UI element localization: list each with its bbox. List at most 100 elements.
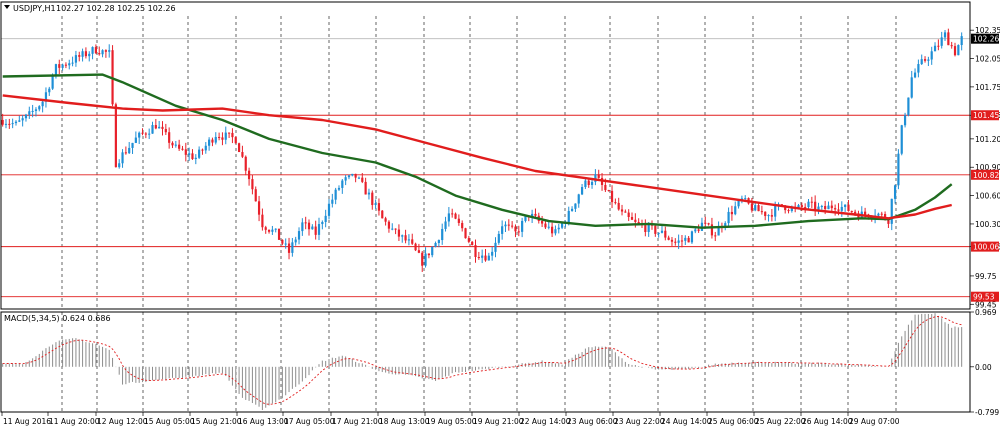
candle-body <box>930 51 933 60</box>
candle-body <box>960 36 963 46</box>
candle-body <box>903 115 907 126</box>
candle-body <box>14 121 18 124</box>
candle-body <box>84 51 88 57</box>
candle-body <box>670 239 674 242</box>
candle-body <box>434 243 437 248</box>
dropdown-triangle-icon[interactable] <box>4 5 10 9</box>
candle-body <box>957 45 960 56</box>
candle-body <box>511 225 514 227</box>
candle-body <box>770 215 773 217</box>
candle-body <box>411 239 414 244</box>
macd-panel-frame <box>0 311 971 413</box>
candle-body <box>74 55 78 63</box>
candle-body <box>607 190 610 192</box>
candle-body <box>98 53 101 55</box>
candle-body <box>474 245 477 258</box>
candle-body <box>48 88 51 93</box>
candle-body <box>68 63 71 66</box>
candle-body <box>1 119 4 125</box>
candle-body <box>620 209 624 212</box>
candle-body <box>208 139 211 146</box>
candle-body <box>877 213 880 216</box>
candle-body <box>714 235 717 237</box>
candle-body <box>917 64 920 73</box>
candle-body <box>514 226 517 232</box>
macd-signal-line <box>2 316 962 405</box>
candle-body <box>218 136 221 138</box>
candle-body <box>451 213 454 215</box>
candle-body <box>414 243 417 251</box>
candle-body <box>204 145 207 151</box>
candle-body <box>750 203 753 211</box>
candle-body <box>51 76 54 89</box>
candle-body <box>850 211 853 213</box>
candle-body <box>284 243 287 245</box>
candle-body <box>317 224 321 235</box>
price-tag-box <box>971 169 999 180</box>
candle-body <box>224 132 227 140</box>
candle-body <box>461 222 464 229</box>
candle-body <box>371 192 374 206</box>
candle-body <box>377 203 381 211</box>
candle-body <box>580 187 584 195</box>
candle-body <box>8 123 11 125</box>
candle-body <box>151 125 154 134</box>
candle-body <box>727 211 730 224</box>
candle-body <box>108 50 111 52</box>
candle-body <box>677 240 680 243</box>
candle-body <box>550 226 554 234</box>
candle-body <box>800 205 803 207</box>
candle-body <box>634 219 637 222</box>
price-tag-box <box>971 291 999 302</box>
candle-body <box>61 64 64 68</box>
candle-body <box>121 152 124 164</box>
candle-body <box>344 177 347 181</box>
candle-body <box>940 37 943 46</box>
candle-body <box>211 139 214 143</box>
candle-body <box>491 251 494 256</box>
candle-body <box>178 144 181 149</box>
candle-body <box>174 144 177 146</box>
candle-body <box>624 211 627 213</box>
candle-body <box>587 180 590 185</box>
candle-body <box>933 45 937 52</box>
candle-body <box>647 224 650 232</box>
price-tick-label: 100.90 <box>975 163 1000 172</box>
candle-body <box>287 243 291 253</box>
candle-body <box>667 237 670 240</box>
candle-body <box>883 214 887 220</box>
candle-body <box>254 189 257 202</box>
candle-body <box>334 189 337 200</box>
candle-body <box>64 64 68 66</box>
ohlc-values: 102.27 102.28 102.25 102.26 <box>56 4 176 13</box>
candle-body <box>354 173 357 178</box>
candle-body <box>734 206 737 215</box>
candle-body <box>148 133 151 135</box>
candle-body <box>191 153 194 160</box>
candle-body <box>484 255 487 261</box>
candle-body <box>118 163 121 168</box>
candle-body <box>128 147 131 154</box>
candle-body <box>534 213 537 216</box>
candle-body <box>11 123 14 125</box>
candle-body <box>837 209 840 211</box>
candle-body <box>471 241 474 246</box>
candle-body <box>920 59 923 65</box>
candle-body <box>264 227 267 230</box>
candle-body <box>674 241 677 243</box>
candle-body <box>307 222 311 230</box>
panel-frames <box>0 1 971 413</box>
candle-body <box>431 247 434 256</box>
candle-body <box>424 253 427 266</box>
candle-body <box>907 97 910 116</box>
macd-tick-label: 0.969 <box>975 308 997 317</box>
candle-body <box>554 229 557 234</box>
candle-body <box>324 215 327 222</box>
candle-body <box>820 206 823 208</box>
candle-body <box>560 223 564 228</box>
candle-body <box>421 252 424 266</box>
price-tag-box <box>971 33 999 44</box>
candle-body <box>181 148 184 150</box>
candle-body <box>384 218 387 222</box>
